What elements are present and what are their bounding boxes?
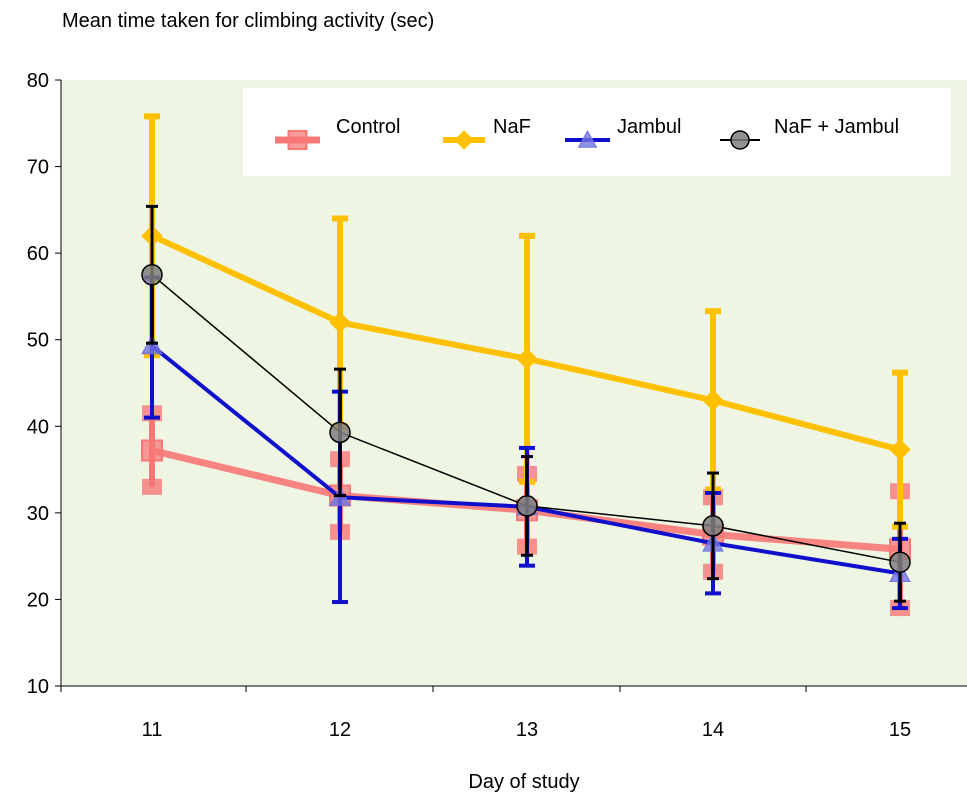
- y-tick-label: 70: [27, 157, 49, 179]
- legend-entry-control: Control: [275, 116, 400, 150]
- data-point-naf: [329, 311, 351, 334]
- legend-label: Control: [336, 116, 400, 138]
- x-axis-label: Day of study: [468, 771, 579, 793]
- data-point-naf-jambul: [329, 421, 351, 444]
- legend-box: [243, 88, 951, 176]
- axes: 10 20 30 40 50 60 70 80 11 12 13 14 15: [27, 70, 967, 741]
- data-point-control: [141, 439, 163, 462]
- legend-entry-jambul: Jambul: [565, 116, 681, 148]
- y-tick-label: 40: [27, 416, 49, 438]
- legend-marker: [287, 130, 308, 150]
- data-point-naf-jambul: [516, 495, 538, 517]
- legend-label: Jambul: [617, 116, 681, 138]
- data-point-naf-jambul: [141, 264, 163, 286]
- y-tick-label: 80: [27, 70, 49, 92]
- data-point-naf-jambul: [702, 515, 724, 537]
- x-tick-label: 12: [329, 719, 351, 741]
- series-layer: [141, 113, 911, 617]
- y-tick-label: 50: [27, 330, 49, 352]
- legend-label: NaF: [493, 116, 531, 138]
- x-tick-label: 11: [142, 719, 163, 741]
- y-tick-label: 10: [27, 676, 49, 698]
- plot-area: [61, 80, 967, 686]
- legend: Control NaF Jambul NaF + Jambul: [243, 88, 951, 176]
- x-tick-label: 13: [516, 719, 538, 741]
- legend-marker: [454, 130, 474, 150]
- series-naf-jambul: [141, 204, 911, 603]
- x-tick-label: 15: [889, 719, 911, 741]
- legend-entry-naf-jambul: NaF + Jambul: [720, 116, 899, 150]
- y-axis-label: Mean time taken for climbing activity (s…: [62, 10, 434, 32]
- legend-marker: [577, 129, 598, 148]
- legend-label: NaF + Jambul: [774, 116, 899, 138]
- legend-marker: [730, 130, 750, 150]
- data-point-naf: [889, 438, 911, 461]
- data-point-naf: [702, 389, 724, 412]
- x-tick-label: 14: [702, 719, 724, 741]
- legend-entry-naf: NaF: [443, 116, 531, 150]
- data-point-naf: [516, 348, 538, 370]
- y-tick-label: 30: [27, 503, 49, 525]
- error-bar-cap: [142, 478, 162, 495]
- data-point-naf-jambul: [889, 551, 911, 573]
- data-point-jambul: [141, 334, 163, 355]
- y-tick-label: 20: [27, 589, 49, 611]
- y-tick-label: 60: [27, 243, 49, 265]
